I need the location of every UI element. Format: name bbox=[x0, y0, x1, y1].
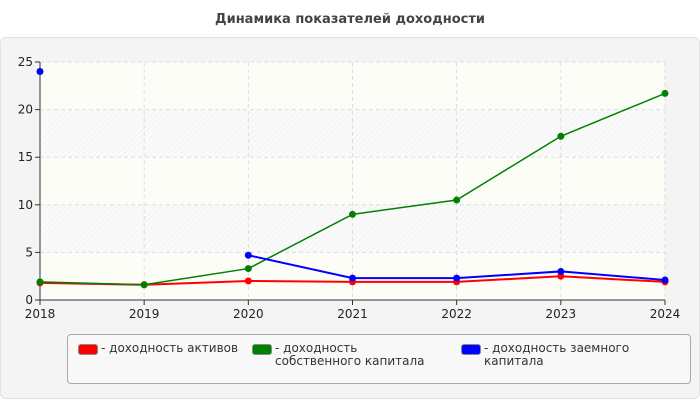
legend-swatch-blue bbox=[461, 344, 481, 355]
data-point bbox=[661, 89, 669, 97]
y-tick-label: 15 bbox=[18, 150, 33, 164]
x-tick-label: 2023 bbox=[546, 307, 577, 321]
x-tick-label: 2019 bbox=[129, 307, 160, 321]
legend-item-assets: - доходность активов bbox=[78, 342, 238, 355]
data-point bbox=[453, 196, 461, 204]
legend: - доходность активов - доходность собств… bbox=[67, 334, 691, 384]
legend-label: - доходность активов bbox=[101, 341, 239, 355]
y-tick-label: 5 bbox=[25, 245, 33, 259]
data-point bbox=[557, 132, 565, 140]
data-point bbox=[244, 265, 252, 273]
legend-label: - доходность заемного капитала bbox=[484, 341, 630, 368]
data-point bbox=[140, 281, 148, 289]
x-tick-label: 2020 bbox=[233, 307, 264, 321]
legend-item-equity: - доходность собственного капитала bbox=[252, 342, 442, 368]
data-point bbox=[349, 274, 356, 282]
data-point bbox=[453, 274, 461, 282]
legend-label: - доходность собственного капитала bbox=[275, 341, 425, 368]
x-tick-label: 2018 bbox=[25, 307, 56, 321]
x-tick-label: 2024 bbox=[650, 307, 681, 321]
data-point bbox=[36, 68, 44, 76]
data-point bbox=[661, 276, 669, 284]
y-tick-label: 0 bbox=[25, 293, 33, 307]
legend-item-debt: - доходность заемного капитала bbox=[461, 342, 631, 368]
y-tick-label: 20 bbox=[18, 103, 33, 117]
data-point bbox=[36, 278, 44, 286]
legend-swatch-red bbox=[78, 344, 98, 355]
x-tick-label: 2022 bbox=[441, 307, 472, 321]
y-tick-label: 10 bbox=[18, 198, 33, 212]
data-point bbox=[557, 267, 565, 275]
data-point bbox=[244, 251, 252, 259]
data-point bbox=[244, 277, 252, 285]
data-point bbox=[349, 210, 356, 218]
legend-swatch-green bbox=[252, 344, 272, 355]
y-tick-label: 25 bbox=[18, 55, 33, 69]
x-tick-label: 2021 bbox=[337, 307, 368, 321]
chart-title: Динамика показателей доходности bbox=[215, 12, 485, 27]
